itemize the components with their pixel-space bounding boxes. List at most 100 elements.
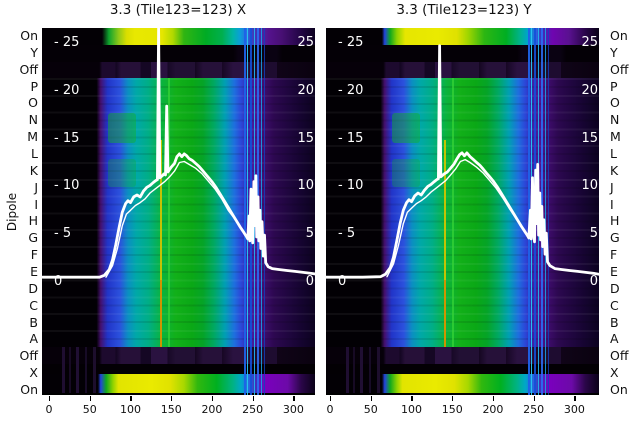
heatmap-vline	[257, 28, 259, 395]
heatmap-vline	[160, 280, 162, 347]
heatmap-vline	[377, 347, 380, 393]
heatmap-vline	[244, 28, 246, 395]
heatmap-vline	[250, 28, 252, 395]
panel-title-y: 3.3 (Tile123=123) Y	[396, 2, 532, 18]
y-tick-label-inner-right: 15	[581, 131, 598, 146]
dipole-label: On	[610, 28, 628, 43]
x-tick-mark	[411, 396, 413, 401]
x-tick-label: 100	[400, 403, 422, 416]
dipole-label: I	[34, 196, 38, 212]
dipole-label: On	[610, 381, 628, 397]
row-on-top	[326, 28, 599, 45]
row-off-top	[42, 62, 315, 78]
heatmap-vline	[452, 78, 454, 347]
dipole-label: P	[30, 78, 38, 94]
heatmap-vline	[360, 347, 363, 393]
heatmap-vline	[531, 28, 532, 395]
row-on-bottom	[42, 374, 315, 393]
x-tick-mark	[452, 396, 454, 401]
y-tick-label-inner-left: - 5	[54, 226, 72, 241]
dipole-label: I	[610, 196, 614, 212]
y-tick-label-inner-right: 10	[581, 178, 598, 193]
x-tick-label: 0	[326, 403, 334, 416]
y-tick-label-inner-right: 5	[589, 226, 598, 241]
heatmap-vline	[254, 28, 255, 395]
dipole-label: X	[29, 365, 38, 381]
dipole-label: Y	[30, 44, 38, 60]
heatmap-patch	[108, 159, 136, 187]
heatmap-vline	[62, 347, 65, 393]
dipole-label: E	[610, 263, 618, 279]
dipole-label: O	[28, 95, 38, 111]
heatmap-vline	[534, 28, 536, 395]
dipole-label: G	[28, 230, 38, 246]
heatmap-vline	[264, 28, 265, 395]
dipole-label: J	[610, 179, 614, 195]
heatmap-vline	[168, 78, 170, 347]
heatmap-vline	[346, 347, 349, 393]
panel-title-x: 3.3 (Tile123=123) X	[109, 2, 247, 18]
dipole-label: Off	[610, 61, 629, 77]
x-tick-mark	[492, 396, 495, 401]
dipole-label: Off	[19, 348, 38, 364]
row-on-bottom	[326, 374, 599, 393]
heatmap-patch	[392, 159, 420, 187]
heatmap-vline	[538, 28, 539, 395]
x-tick-mark	[211, 396, 214, 401]
heatmap-vline	[247, 28, 248, 395]
x-tick-label: 250	[242, 403, 264, 416]
row-y	[326, 45, 599, 62]
y-tick-label-inner-left: - 15	[54, 131, 80, 146]
dipole-label: F	[30, 247, 38, 263]
row-edge	[42, 393, 315, 395]
heatmap-vline	[545, 28, 546, 395]
heatmap-vline	[548, 28, 549, 395]
heatmap-vline	[369, 347, 371, 393]
dipole-label: K	[29, 162, 38, 178]
x-tick-label: 200	[201, 403, 223, 416]
y-tick-label-inner-left: - 20	[54, 83, 80, 98]
heatmap-vline	[261, 28, 262, 395]
x-tick-label: 150	[441, 403, 463, 416]
row-y	[42, 45, 315, 62]
rows-dipoles	[42, 78, 315, 347]
y-tick-label-inner-left: 0	[338, 274, 347, 289]
x-tick-mark	[171, 396, 173, 401]
dipole-label: A	[610, 331, 619, 347]
y-tick-label-inner-right: 0	[305, 274, 314, 289]
dipole-label: H	[28, 213, 38, 229]
heatmap-panel-x: - 25 25 - 20 20 - 15 15 - 10 10 - 5 5 0 0	[42, 28, 315, 395]
x-tick-label: 300	[282, 403, 304, 416]
rows-dipoles	[326, 78, 599, 347]
x-tick-mark	[293, 396, 295, 401]
dipole-label: G	[610, 230, 620, 246]
row-off-bottom	[326, 347, 599, 364]
dipole-label: E	[30, 263, 38, 279]
dipole-label: Y	[610, 44, 618, 60]
dipole-label: N	[28, 112, 38, 128]
x-tick-mark	[330, 396, 332, 401]
heatmap-vline	[85, 347, 87, 393]
y-tick-label-inner-left: 0	[54, 274, 63, 289]
y-tick-label-inner-right: 15	[297, 131, 314, 146]
heatmap-vline	[353, 347, 355, 393]
heatmap-vline	[444, 280, 446, 347]
dipole-label: B	[610, 314, 619, 330]
x-tick-mark	[89, 396, 91, 401]
x-tick-label: 50	[363, 403, 378, 416]
x-tick-label: 50	[82, 403, 97, 416]
dipole-label: B	[29, 314, 38, 330]
dipole-label: X	[610, 365, 619, 381]
heatmap-vline	[69, 347, 71, 393]
x-tick-label: 100	[119, 403, 141, 416]
x-tick-label: 300	[563, 403, 585, 416]
dipole-label: H	[610, 213, 620, 229]
y-tick-label-inner-right: 10	[297, 178, 314, 193]
dipole-label: L	[31, 145, 38, 161]
dipole-label: O	[610, 95, 620, 111]
dipole-label: On	[20, 28, 38, 43]
heatmap-patch	[392, 113, 420, 143]
heatmap-vline	[93, 347, 96, 393]
dipole-label: D	[28, 280, 38, 296]
x-tick-label: 200	[482, 403, 504, 416]
